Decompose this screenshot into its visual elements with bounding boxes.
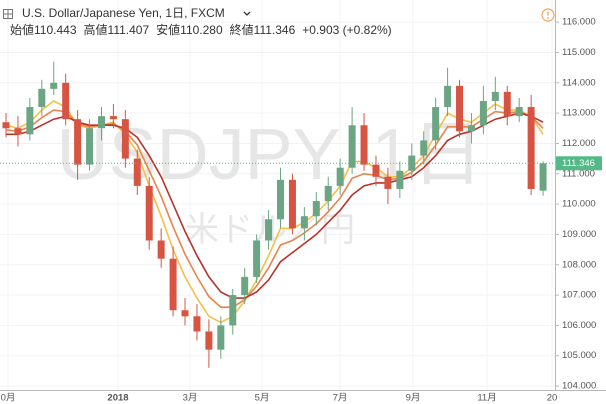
candle-body bbox=[372, 164, 380, 177]
y-tick-label: 111.000 bbox=[562, 168, 595, 179]
ohlc-change: +0.903 (+0.82%) bbox=[302, 23, 391, 37]
ohlc-legend: 始値 110.443 高値 111.407 安値 110.280 終値 111.346 +0.9… bbox=[10, 22, 392, 37]
alert-icon[interactable] bbox=[541, 8, 555, 22]
symbol-title[interactable]: U.S. Dollar/Japanese Yen, 1日, FXCM bbox=[22, 6, 225, 20]
x-tick-label: 2018 bbox=[107, 393, 128, 404]
last-price-box bbox=[556, 156, 602, 171]
symbol-dropdown[interactable] bbox=[243, 11, 251, 16]
candle-body bbox=[86, 128, 94, 165]
candle-body bbox=[50, 82, 58, 89]
candle-body bbox=[348, 125, 356, 168]
candle-body bbox=[277, 179, 284, 220]
ohlc-value: 111.346 bbox=[254, 23, 296, 37]
ohlc-label: 始値 bbox=[10, 22, 34, 37]
candle-body bbox=[265, 219, 273, 241]
y-tick-label: 109.000 bbox=[562, 229, 596, 240]
candle-body bbox=[14, 128, 22, 135]
x-tick-label: 0月 bbox=[1, 393, 16, 404]
candle-body bbox=[527, 107, 535, 189]
candle-body bbox=[205, 331, 213, 350]
candle-body bbox=[300, 216, 308, 229]
candle-body bbox=[26, 107, 34, 135]
candle-body bbox=[539, 163, 547, 191]
x-tick-label: 7月 bbox=[333, 393, 348, 404]
candle-body bbox=[503, 91, 511, 117]
candle-body bbox=[396, 170, 404, 189]
candle-body bbox=[181, 310, 189, 317]
candle-body bbox=[241, 276, 249, 296]
candle-body bbox=[288, 179, 296, 229]
candle-body bbox=[157, 240, 165, 259]
alert-circle bbox=[541, 8, 555, 22]
candle-body bbox=[145, 185, 153, 241]
candle-body bbox=[229, 295, 237, 326]
candle-body bbox=[336, 167, 344, 186]
alert-dot bbox=[547, 16, 549, 19]
candle-body bbox=[479, 100, 487, 126]
candle-body bbox=[324, 185, 332, 202]
y-tick-label: 113.000 bbox=[562, 108, 596, 119]
candle-body bbox=[193, 316, 201, 332]
candle-body bbox=[74, 119, 82, 165]
candle-body bbox=[432, 107, 440, 141]
settings-icon[interactable] bbox=[3, 9, 13, 19]
candle-body bbox=[109, 116, 117, 120]
candle-body bbox=[121, 119, 129, 159]
candle-body bbox=[456, 85, 464, 132]
y-tick-label: 108.000 bbox=[562, 259, 596, 270]
ohlc-label: 高値 bbox=[84, 22, 108, 37]
candle-body bbox=[253, 240, 261, 277]
y-tick-label: 105.000 bbox=[562, 350, 596, 361]
ohlc-value: 111.407 bbox=[108, 23, 150, 37]
ma-line bbox=[6, 112, 544, 299]
last-price-label: 111.346 bbox=[562, 158, 595, 169]
candle-body bbox=[491, 91, 499, 101]
y-tick-label: 114.000 bbox=[562, 77, 596, 88]
ohlc-value: 110.280 bbox=[180, 23, 223, 37]
ohlc-label: 安値 bbox=[156, 22, 180, 37]
candle-body bbox=[2, 122, 10, 129]
x-tick-label: 9月 bbox=[406, 393, 421, 404]
y-tick-label: 107.000 bbox=[562, 290, 596, 301]
candle-body bbox=[444, 85, 452, 108]
candle-body bbox=[515, 107, 523, 117]
ohlc-label: 終値 bbox=[230, 22, 254, 37]
candle-body bbox=[360, 125, 368, 165]
y-tick-label: 112.000 bbox=[562, 138, 596, 149]
y-tick-label: 106.000 bbox=[562, 320, 596, 331]
plot bbox=[0, 61, 555, 368]
candle-body bbox=[169, 258, 177, 311]
x-tick-label: 20 bbox=[547, 393, 558, 404]
x-tick-label: 3月 bbox=[183, 393, 198, 404]
candle-body bbox=[133, 158, 141, 186]
y-tick-label: 104.000 bbox=[562, 381, 596, 392]
candle-body bbox=[467, 125, 475, 132]
ohlc-value: 110.443 bbox=[34, 23, 77, 37]
candle-body bbox=[420, 140, 428, 156]
candle-body bbox=[217, 325, 225, 350]
candle-body bbox=[38, 88, 46, 108]
candle-body bbox=[312, 201, 320, 217]
x-tick-label: 5月 bbox=[255, 393, 270, 404]
candle-body bbox=[97, 116, 105, 129]
y-tick-label: 116.000 bbox=[562, 17, 596, 28]
candle-body bbox=[62, 82, 70, 120]
x-tick-label: 11月 bbox=[477, 393, 496, 404]
y-tick-label: 110.000 bbox=[562, 199, 596, 210]
candle-body bbox=[384, 176, 392, 189]
y-tick-label: 115.000 bbox=[562, 47, 596, 58]
